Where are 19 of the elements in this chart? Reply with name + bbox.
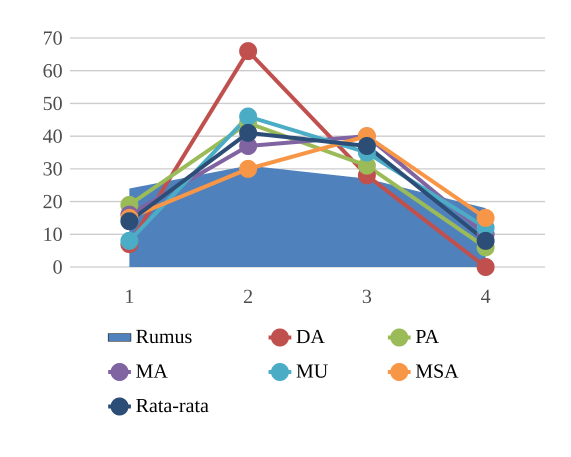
y-tick-label: 70 [44, 31, 62, 45]
x-tick-label: 1 [126, 290, 134, 303]
legend-label: MU [296, 364, 328, 378]
legend-label: PA [416, 330, 439, 344]
y-tick-label: 40 [43, 129, 62, 143]
y-tick-label: 10 [44, 228, 62, 242]
x-tick-label: 4 [481, 290, 490, 303]
legend-label: DA [296, 330, 325, 344]
legend-label: Rata-rata [136, 398, 209, 412]
y-tick-label: 30 [44, 162, 62, 176]
legend-label: MSA [416, 364, 458, 378]
x-tick-label: 2 [244, 290, 252, 303]
legend-label: Rumus [136, 330, 192, 344]
legend-label: MA [136, 364, 168, 378]
x-tick-label: 3 [362, 290, 372, 304]
y-tick-label: 0 [53, 260, 62, 274]
y-tick-label: 50 [44, 96, 62, 110]
y-tick-label: 20 [44, 194, 62, 208]
y-tick-label: 60 [43, 64, 62, 78]
